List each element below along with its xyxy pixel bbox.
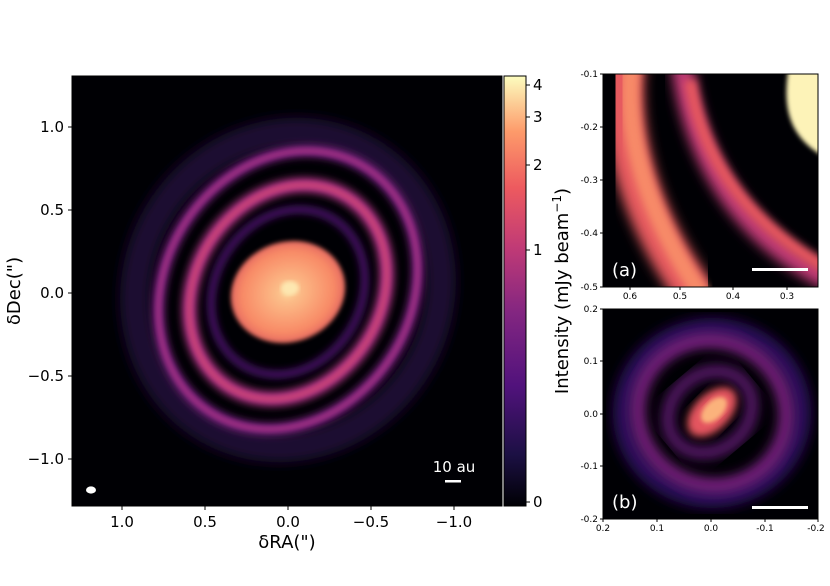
x-axis-label: δRA(") [258, 532, 315, 553]
inset-b-x-tick-label: -0.2 [807, 524, 825, 534]
inset-a-label: (a) [612, 260, 637, 281]
inset-a-x-tick-label: 0.3 [780, 292, 794, 302]
inset-a-x-tick-label: 0.4 [726, 292, 741, 302]
inset-a-y-tick-label: -0.1 [580, 70, 598, 80]
inset-b-y-tick-label: -0.1 [580, 462, 598, 472]
x-tick-label: 0.0 [276, 513, 300, 531]
main-y-ticks: 1.0 0.5 0.0 −0.5 −1.0 [28, 118, 72, 468]
inset-a-x-tick-label: 0.5 [673, 292, 687, 302]
colorbar-tick-label: 2 [533, 156, 543, 174]
inset-b-y-tick-label: 0.1 [584, 357, 598, 367]
colorbar-label: Intensity (mJy beam−1) [550, 188, 573, 394]
colorbar-tick-label: 1 [533, 241, 543, 259]
inset-b-core-peak [701, 397, 727, 423]
y-tick-label: −0.5 [28, 367, 64, 385]
inset-a: (a) 0.6 0.5 0.4 0.3 -0.1 -0.2 -0.3 -0.4 … [580, 70, 819, 302]
inset-b-x-tick-label: 0.0 [704, 524, 719, 534]
inset-a-y-ticks: -0.1 -0.2 -0.3 -0.4 -0.5 [580, 70, 603, 293]
y-tick-label: 0.5 [40, 201, 64, 219]
inset-b-outer-glow [613, 318, 811, 508]
inset-b-ring [630, 333, 794, 493]
x-tick-label: −1.0 [436, 513, 472, 531]
inset-b-inner-ring [662, 365, 758, 459]
beam-ellipse [86, 486, 96, 494]
y-tick-label: −1.0 [28, 450, 64, 468]
inset-b-label: (b) [612, 492, 637, 513]
main-frame [71, 75, 503, 507]
colorbar-tick-label: 0 [533, 493, 543, 511]
x-tick-label: 0.5 [193, 513, 217, 531]
scale-bar [445, 480, 461, 483]
inset-a-ring-inner [672, 74, 818, 287]
inset-b-y-tick-label: -0.2 [580, 515, 598, 525]
inset-a-ring-inner-crest [684, 79, 818, 270]
outer-ring-crest [155, 148, 421, 432]
colorbar: 4 3 2 1 0 Intensity (mJy beam−1) [503, 75, 573, 511]
y-axis-label: δDec(") [4, 257, 25, 325]
inset-a-y-tick-label: -0.2 [580, 123, 598, 133]
inset-b-y-ticks: 0.2 0.1 0.0 -0.1 -0.2 [580, 305, 603, 525]
inset-a-y-tick-label: -0.5 [580, 283, 598, 293]
outer-halo [120, 117, 456, 463]
inset-b: (b) 0.2 0.1 0.0 -0.1 -0.2 0.2 0.1 0.0 -0… [580, 305, 824, 534]
inset-b-x-tick-label: 0.1 [650, 524, 664, 534]
inset-a-core-edge [786, 74, 818, 153]
disk-image: 10 au [86, 117, 476, 494]
inset-a-x-tick-label: 0.6 [623, 292, 638, 302]
main-x-ticks: 1.0 0.5 0.0 −0.5 −1.0 [110, 506, 472, 531]
main-panel: 10 au 1.0 0.5 0.0 −0.5 −1.0 1.0 0.5 0.0 [4, 75, 503, 553]
y-tick-label: 0.0 [40, 284, 64, 302]
x-tick-label: 1.0 [110, 513, 134, 531]
scale-bar-label: 10 au [433, 458, 476, 476]
inset-a-scale-bar [752, 268, 808, 271]
inset-b-x-ticks: 0.2 0.1 0.0 -0.1 -0.2 [596, 519, 825, 534]
middle-ring-crest [186, 181, 390, 403]
inset-a-y-tick-label: -0.3 [580, 176, 598, 186]
inset-b-y-tick-label: 0.0 [584, 410, 599, 420]
inset-a-x-ticks: 0.6 0.5 0.4 0.3 [623, 287, 794, 302]
inset-b-y-tick-label: 0.2 [584, 305, 598, 315]
inset-b-scale-bar [752, 506, 808, 509]
inset-b-x-tick-label: 0.2 [596, 524, 610, 534]
inner-faint-ring [208, 206, 368, 378]
x-tick-label: −0.5 [353, 513, 389, 531]
colorbar-gradient [503, 75, 527, 507]
inset-a-y-tick-label: -0.4 [580, 229, 598, 239]
inset-b-image: (b) [612, 318, 811, 513]
colorbar-tick-label: 3 [533, 108, 543, 126]
inset-b-x-tick-label: -0.1 [756, 524, 774, 534]
inset-a-ring-crest [621, 74, 708, 287]
y-tick-label: 1.0 [40, 118, 64, 136]
core-peak [281, 281, 299, 295]
colorbar-tick-label: 4 [533, 76, 543, 94]
